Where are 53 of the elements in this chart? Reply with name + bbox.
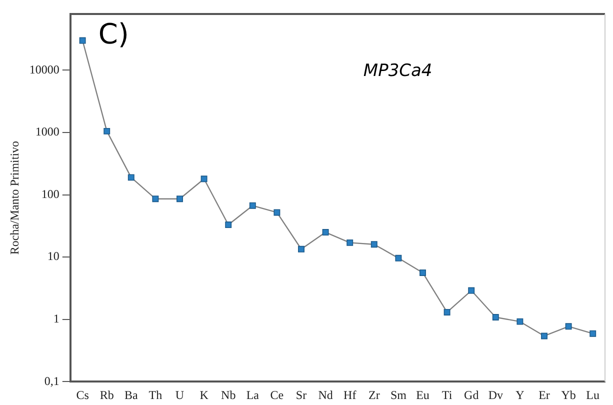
x-tick-label: Sr xyxy=(296,388,307,402)
x-tick-label: Hf xyxy=(344,388,356,402)
y-axis-title: Rocha/Manto Primitivo xyxy=(7,140,22,255)
annotation: MP3Ca4 xyxy=(363,60,432,81)
y-tick-label: 1 xyxy=(53,311,60,326)
x-tick-label: Er xyxy=(538,388,550,402)
y-tick-label: 100 xyxy=(41,186,60,201)
point xyxy=(176,196,183,202)
x-tick-label: Nd xyxy=(318,388,333,402)
point xyxy=(128,174,134,181)
point xyxy=(492,314,499,320)
x-tick-label: Dv xyxy=(488,388,503,402)
point xyxy=(516,318,524,325)
x-tick-label: Ce xyxy=(270,388,284,402)
x-tick-label: Cs xyxy=(76,388,90,402)
x-tick-label: Gd xyxy=(464,388,479,402)
point xyxy=(104,128,110,134)
point xyxy=(79,37,86,44)
point xyxy=(565,323,572,330)
x-tick-label: La xyxy=(246,388,260,402)
x-tick-label: Sm xyxy=(390,388,408,402)
point xyxy=(298,246,304,252)
point xyxy=(152,196,159,202)
annotation: C) xyxy=(98,17,129,50)
point xyxy=(322,229,329,236)
x-tick-label: Zr xyxy=(368,388,380,402)
point xyxy=(346,239,354,246)
y-tick-label: 1000 xyxy=(35,124,60,139)
x-tick-label: Ba xyxy=(124,388,138,402)
point xyxy=(225,222,232,228)
x-tick-label: Th xyxy=(148,388,162,402)
point xyxy=(444,309,450,316)
point xyxy=(395,254,402,262)
y-tick-label: 0,1 xyxy=(44,374,60,388)
point xyxy=(468,287,475,294)
x-tick-label: Eu xyxy=(416,388,430,402)
x-tick-label: Lu xyxy=(586,388,600,402)
x-tick-label: Nb xyxy=(221,388,236,402)
y-tick-label: 10000 xyxy=(29,62,60,76)
point xyxy=(420,270,426,276)
point xyxy=(541,332,548,340)
point xyxy=(370,241,378,248)
x-tick-label: Rb xyxy=(100,388,114,402)
y-tick-label: 10 xyxy=(47,249,60,264)
point xyxy=(249,202,256,209)
point xyxy=(274,209,280,216)
x-tick-label: K xyxy=(200,388,209,402)
point xyxy=(200,176,208,182)
x-tick-label: U xyxy=(175,388,184,402)
x-tick-label: Ti xyxy=(442,388,453,402)
x-tick-label: Y xyxy=(516,388,525,402)
x-tick-label: Yb xyxy=(561,388,576,402)
point xyxy=(590,330,596,337)
